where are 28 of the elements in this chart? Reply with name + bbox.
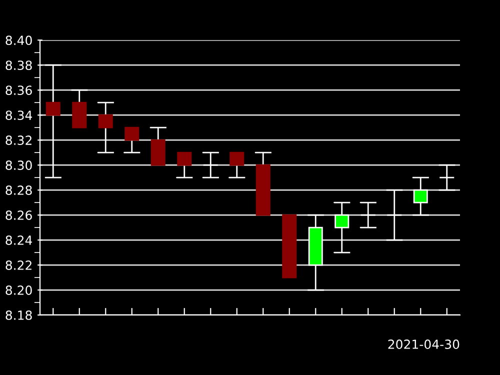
y-tick-label: 8.18	[6, 310, 32, 320]
y-tick-label: 8.22	[6, 260, 32, 270]
candlestick	[97, 102, 114, 154]
candlestick	[360, 202, 376, 228]
y-tick-label: 8.32	[6, 136, 32, 146]
candlestick	[412, 176, 429, 216]
y-tick-label: 8.30	[6, 160, 32, 170]
candlestick	[71, 89, 88, 128]
candlestick	[254, 152, 272, 216]
candlestick	[228, 152, 246, 178]
y-tick-label: 8.34	[6, 110, 32, 120]
y-tick-label: 8.20	[6, 285, 32, 295]
y-tick-label: 8.28	[6, 186, 32, 195]
candlestick	[176, 152, 193, 178]
candlestick	[386, 189, 403, 241]
candlestick	[124, 126, 140, 154]
candlestick	[44, 64, 62, 178]
y-tick-label: 8.36	[6, 86, 32, 96]
y-tick-label: 8.26	[6, 210, 32, 220]
candlestick	[150, 126, 166, 166]
candlestick	[334, 202, 350, 254]
y-tick-label: 8.40	[6, 36, 32, 46]
y-tick-label: 8.38	[6, 60, 32, 70]
y-tick-label: 8.24	[6, 236, 32, 245]
candlestick	[307, 214, 324, 291]
candlestick	[202, 152, 219, 178]
candlestick	[438, 164, 456, 191]
x-axis-title: 2021-04-30	[388, 340, 460, 349]
